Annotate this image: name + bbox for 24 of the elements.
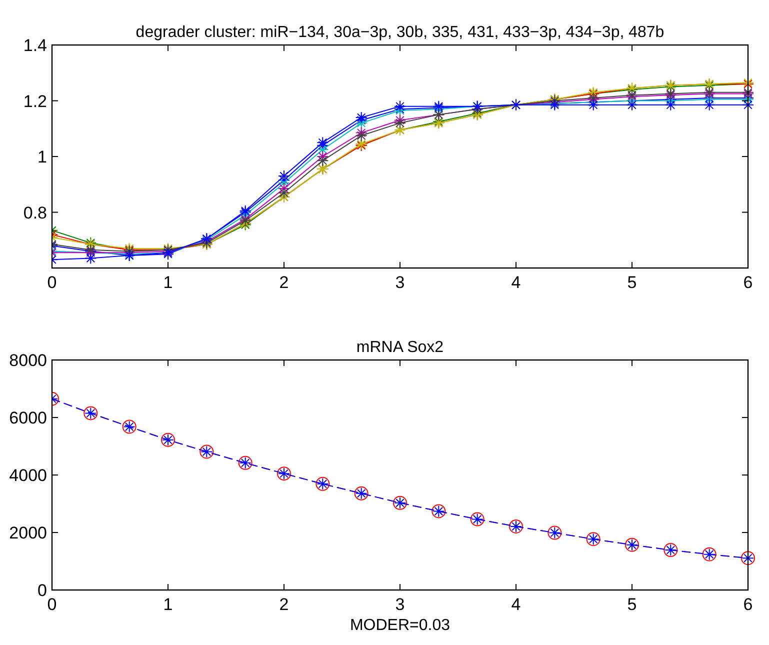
x-tick-label: 1 (163, 273, 173, 292)
y-tick-label: 1 (38, 148, 47, 166)
chart-title: degrader cluster: miR−134, 30a−3p, 30b, 335, 431, 433−3p, 434−3p, 487b (136, 24, 664, 41)
x-tick-label: 3 (395, 273, 405, 292)
y-tick-label: 1.2 (23, 92, 47, 111)
x-tick-label: 6 (743, 273, 753, 292)
x-tick-label: 4 (511, 273, 521, 292)
x-tick-label: 5 (627, 273, 637, 292)
y-tick-label: 6000 (9, 408, 47, 428)
y-tick-label: 0 (38, 581, 47, 600)
x-axis-title: MODER=0.03 (350, 617, 450, 634)
y-tick-label: 0.8 (23, 203, 47, 222)
y-tick-label: 2000 (9, 524, 47, 542)
y-tick-label: 8000 (9, 351, 47, 370)
x-tick-label: 2 (279, 273, 289, 292)
x-tick-label: 5 (627, 595, 637, 614)
x-tick-label: 6 (743, 595, 753, 614)
x-tick-label: 1 (163, 595, 173, 614)
x-tick-label: 3 (395, 595, 405, 614)
x-tick-label: 2 (279, 595, 289, 614)
chart-title: mRNA Sox2 (356, 339, 444, 356)
y-tick-label: 1.4 (23, 36, 47, 55)
x-tick-label: 4 (511, 595, 521, 614)
y-tick-label: 4000 (9, 466, 47, 485)
